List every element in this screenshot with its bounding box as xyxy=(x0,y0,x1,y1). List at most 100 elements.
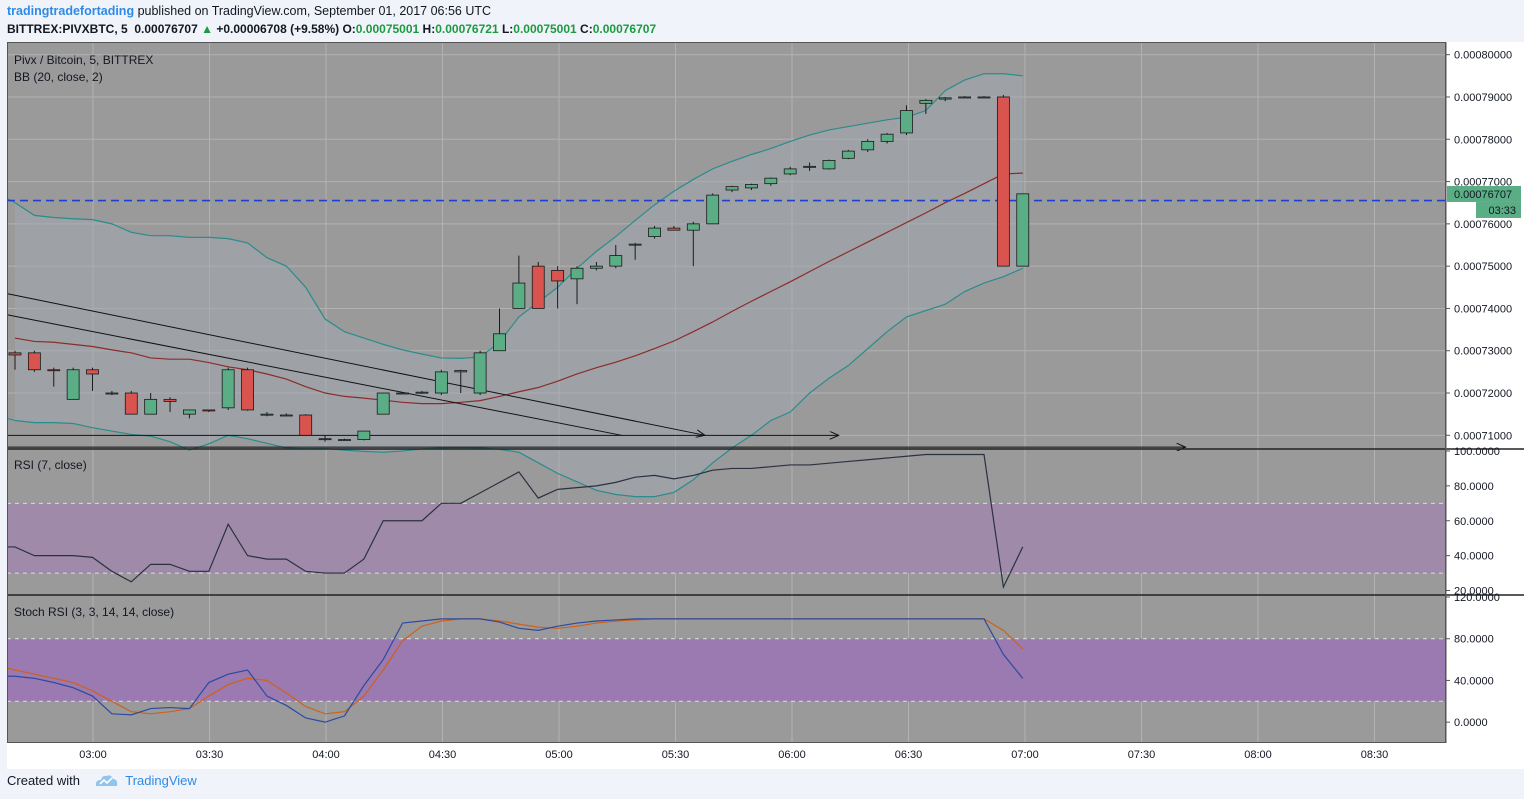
candle-down xyxy=(47,369,61,372)
rsi-tick-label: 60.0000 xyxy=(1454,516,1494,528)
stoch-tick-label: 40.0000 xyxy=(1454,675,1494,687)
candle-up xyxy=(764,177,778,185)
price-tick-label: 0.00078000 xyxy=(1454,134,1512,146)
candle-up xyxy=(803,165,816,168)
candle-up xyxy=(454,370,468,373)
stoch-tick-label: 120.0000 xyxy=(1454,592,1500,604)
candle-up xyxy=(144,398,158,415)
candle-up xyxy=(648,227,661,237)
candle-up xyxy=(66,369,80,400)
candle-up xyxy=(783,168,797,175)
open-value: 0.00075001 xyxy=(355,22,420,36)
candle-down xyxy=(86,369,99,375)
candle-up xyxy=(338,439,351,441)
time-tick-label: 03:30 xyxy=(196,749,224,761)
stoch-tick-label: 0.0000 xyxy=(1454,717,1488,729)
candle-up xyxy=(260,413,274,416)
price-tick-label: 0.00071000 xyxy=(1454,430,1512,442)
countdown-label: 03:33 xyxy=(1488,205,1516,217)
candle-up xyxy=(861,140,875,151)
rsi-tick-label: 100.0000 xyxy=(1454,446,1500,458)
candle-up xyxy=(706,194,720,225)
stoch-k-line xyxy=(7,618,1024,723)
time-tick-label: 04:00 xyxy=(312,749,340,761)
symbol-label[interactable]: BITTREX:PIVXBTC, 5 xyxy=(7,22,128,36)
candle-up xyxy=(221,369,235,409)
candle-up xyxy=(919,99,933,104)
bb-basis-line xyxy=(14,172,1023,405)
stoch-band xyxy=(7,638,1446,702)
countdown-marker xyxy=(1476,201,1521,218)
candle-down xyxy=(8,352,22,356)
candle-up xyxy=(512,282,526,309)
candle-up xyxy=(376,392,390,415)
bb-lower-line xyxy=(6,417,16,421)
candle-up xyxy=(570,267,584,280)
candle-up xyxy=(473,352,487,394)
time-tick-label: 06:30 xyxy=(895,749,923,761)
candle-up xyxy=(900,110,913,134)
tradingview-logo-icon[interactable] xyxy=(94,773,122,788)
rsi-pane-title: RSI (7, close) xyxy=(14,458,87,472)
time-tick-label: 05:30 xyxy=(662,749,690,761)
price-pane-title: Pivx / Bitcoin, 5, BITTREX xyxy=(14,53,153,67)
candle-up xyxy=(1016,193,1030,267)
candle-up xyxy=(105,392,119,395)
up-arrow-icon: ▲ xyxy=(201,22,213,36)
time-tick-label: 08:00 xyxy=(1244,749,1272,761)
rsi-band xyxy=(7,503,1446,574)
time-tick-label: 07:30 xyxy=(1128,749,1156,761)
candle-down xyxy=(299,414,313,436)
price-tick-label: 0.00076000 xyxy=(1454,219,1512,231)
tradingview-brand[interactable]: TradingView xyxy=(125,773,197,788)
close-label: C: xyxy=(580,22,593,36)
candle-up xyxy=(880,133,894,142)
close-value: 0.00076707 xyxy=(592,22,657,36)
candle-up xyxy=(357,430,371,440)
candle-up xyxy=(628,243,642,246)
time-tick-label: 07:00 xyxy=(1011,749,1039,761)
price-tick-label: 0.00073000 xyxy=(1454,346,1512,358)
candle-up xyxy=(725,186,739,191)
candle-down xyxy=(163,398,177,402)
candle-down xyxy=(667,227,681,231)
time-tick-label: 08:30 xyxy=(1361,749,1389,761)
last-price: 0.00076707 xyxy=(134,22,198,36)
candle-down xyxy=(124,392,138,415)
candle-up xyxy=(279,414,293,417)
created-with-label: Created with xyxy=(7,773,80,788)
candle-up xyxy=(609,255,623,267)
candle-down xyxy=(202,409,216,412)
candle-up xyxy=(415,391,429,394)
author-link[interactable]: tradingtradefortading xyxy=(7,4,135,18)
candle-up xyxy=(977,96,991,99)
candle-up xyxy=(493,333,506,352)
high-label: H: xyxy=(422,22,436,36)
candle-down xyxy=(996,96,1010,267)
candle-up xyxy=(590,265,603,269)
time-axis-background xyxy=(7,743,1524,769)
stoch-tick-label: 80.0000 xyxy=(1454,634,1494,646)
last-price-label: 0.00076707 xyxy=(1454,189,1512,201)
price-tick-label: 0.00079000 xyxy=(1454,92,1512,104)
candle-up xyxy=(938,97,952,100)
candle-down xyxy=(531,265,545,309)
publish-info: tradingtradefortading published on Tradi… xyxy=(7,4,491,18)
candle-up xyxy=(841,150,855,159)
candle-down xyxy=(241,369,254,411)
rsi-tick-label: 40.0000 xyxy=(1454,551,1494,563)
price-tick-label: 0.00075000 xyxy=(1454,261,1512,273)
open-label: O: xyxy=(342,22,356,36)
price-tick-label: 0.00080000 xyxy=(1454,50,1512,62)
price-tick-label: 0.00074000 xyxy=(1454,303,1512,315)
footer: Created with TradingView xyxy=(7,773,197,788)
candle-up xyxy=(822,160,836,170)
candle-down xyxy=(551,269,565,282)
price-tick-label: 0.00077000 xyxy=(1454,177,1512,189)
price-change: +0.00006708 (+9.58%) xyxy=(216,22,340,36)
candle-up xyxy=(958,96,972,99)
last-price-marker xyxy=(1447,185,1521,202)
time-tick-label: 03:00 xyxy=(79,749,107,761)
bb-upper-line xyxy=(14,73,1023,359)
